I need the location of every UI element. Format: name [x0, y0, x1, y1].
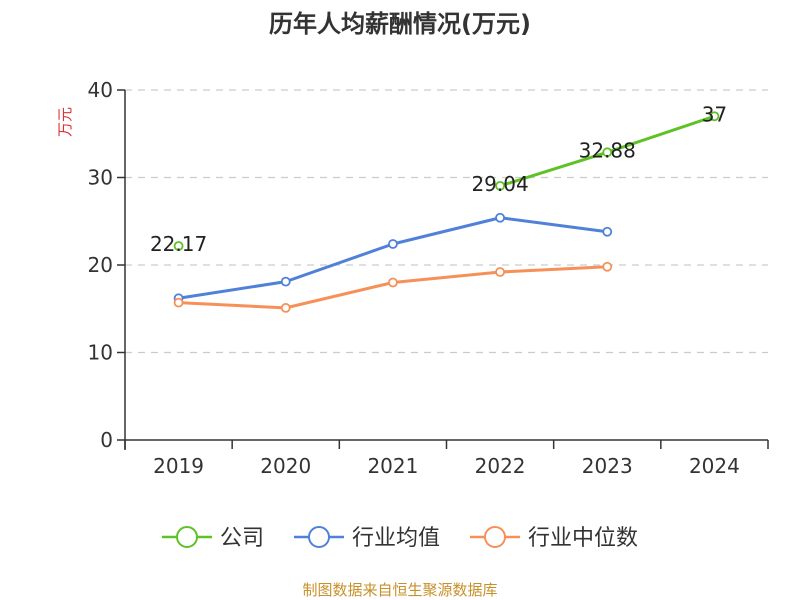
data-label: 32.88	[579, 138, 636, 162]
data-point	[388, 277, 398, 288]
data-point	[602, 261, 613, 272]
chart-title: 历年人均薪酬情况(万元)	[269, 10, 531, 38]
data-point	[495, 180, 505, 191]
data-point	[173, 241, 184, 251]
y-tick-label: 20	[88, 253, 113, 277]
data-point	[495, 212, 505, 223]
legend-item-0: 公司	[162, 526, 264, 551]
y-axis-unit: 万元	[56, 107, 74, 137]
source-note: 制图数据来自恒生聚源数据库	[302, 581, 497, 599]
x-tick-label: 2020	[260, 454, 311, 478]
data-point	[495, 267, 505, 277]
axes: 0 10 20 30 40 2019 2020 2021 2022 2023 2024	[88, 78, 769, 478]
x-tick-label: 2021	[367, 454, 418, 478]
series-lines	[173, 111, 720, 313]
legend: 公司 行业均值 行业中位数	[162, 526, 638, 551]
y-tick-label: 30	[88, 166, 113, 190]
legend-item-1: 行业均值	[294, 526, 440, 551]
data-point	[709, 111, 720, 122]
legend-label: 行业中位数	[528, 526, 638, 551]
x-tick-label: 2019	[153, 454, 204, 478]
x-tick-label: 2022	[475, 454, 526, 478]
legend-marker	[484, 526, 506, 548]
legend-label: 公司	[220, 526, 264, 551]
data-point	[280, 302, 291, 313]
legend-marker	[308, 526, 330, 548]
data-label: 29.04	[471, 172, 528, 196]
x-tick-label: 2024	[689, 454, 740, 478]
x-tick-label: 2023	[582, 454, 633, 478]
data-point	[388, 239, 398, 249]
legend-marker	[176, 526, 198, 548]
y-tick-label: 40	[88, 78, 113, 102]
series-1	[173, 212, 613, 304]
data-point	[602, 147, 613, 158]
data-point	[280, 276, 291, 287]
data-label: 22.17	[150, 232, 207, 256]
data-label: 37	[702, 102, 727, 126]
legend-item-2: 行业中位数	[470, 526, 638, 551]
series-0	[173, 111, 720, 251]
data-point	[173, 297, 184, 308]
data-labels: 22.17 29.04 32.88 37	[150, 102, 727, 256]
y-tick-label: 10	[88, 341, 113, 365]
grid-lines	[125, 89, 768, 354]
series-2	[173, 261, 613, 313]
data-point	[602, 226, 613, 237]
y-tick-label: 0	[100, 428, 113, 452]
legend-label: 行业均值	[352, 526, 440, 551]
